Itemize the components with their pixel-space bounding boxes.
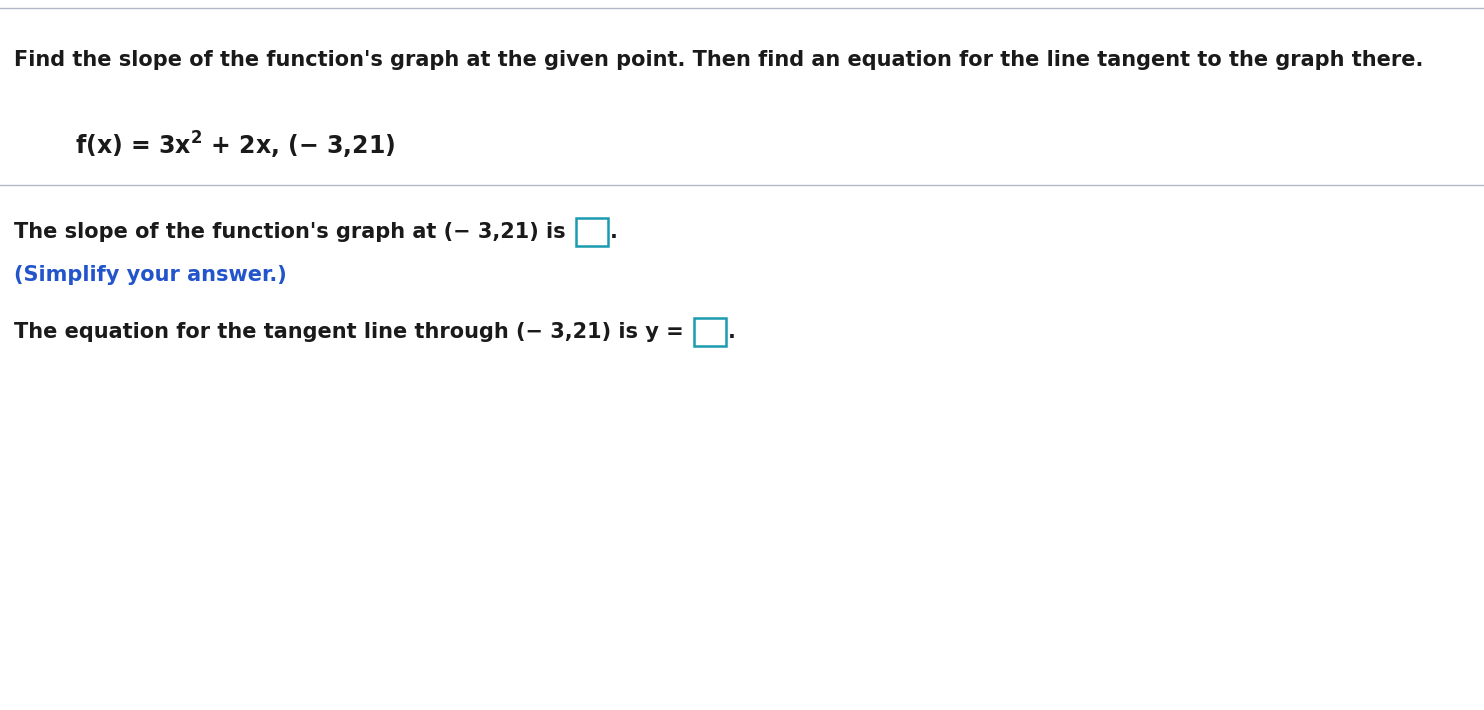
Text: Find the slope of the function's graph at the given point. Then find an equation: Find the slope of the function's graph a… [13, 50, 1423, 70]
Text: f(x) = 3x$\mathbf{^{2}}$ + 2x, (− 3,21): f(x) = 3x$\mathbf{^{2}}$ + 2x, (− 3,21) [76, 130, 395, 161]
Text: .: . [729, 322, 736, 342]
Text: .: . [610, 222, 617, 242]
Text: (Simplify your answer.): (Simplify your answer.) [13, 265, 286, 285]
Bar [695, 318, 726, 346]
Text: The equation for the tangent line through (− 3,21) is y =: The equation for the tangent line throug… [13, 322, 692, 342]
Text: The slope of the function's graph at (− 3,21) is: The slope of the function's graph at (− … [13, 222, 573, 242]
Bar [576, 218, 608, 246]
